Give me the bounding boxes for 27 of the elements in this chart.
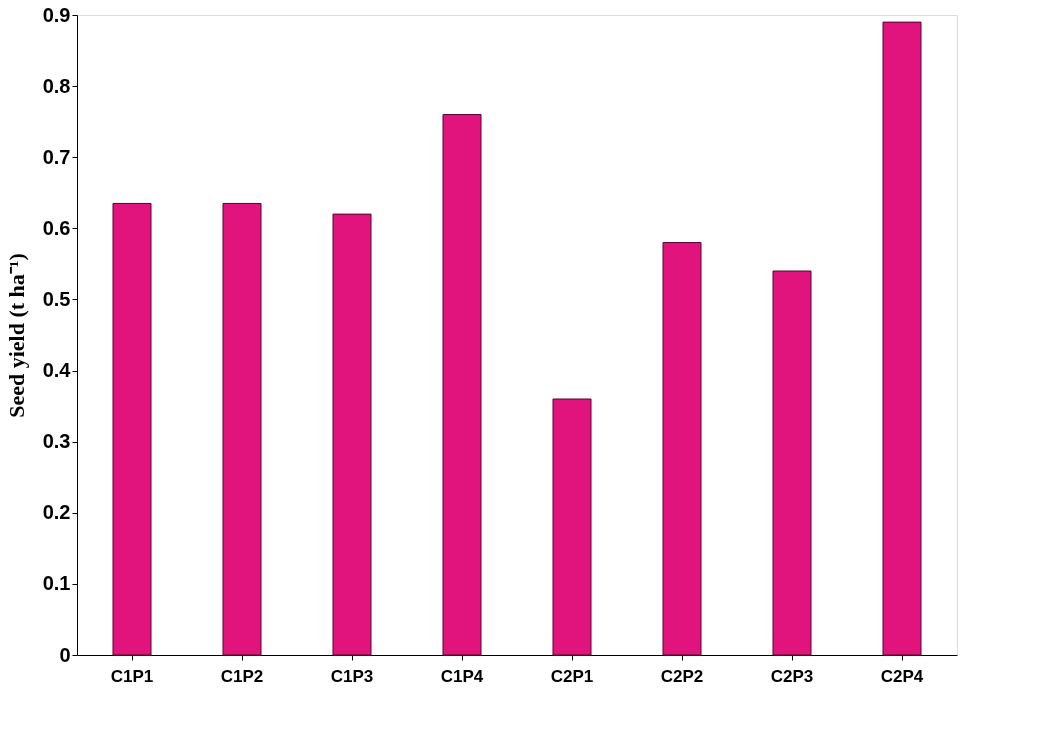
y-tick-label: 0.6 <box>42 216 71 239</box>
x-tick-label: C1P1 <box>110 666 154 686</box>
bar <box>112 202 152 656</box>
x-tick-label: C2P4 <box>880 666 924 686</box>
y-tick-label: 0.5 <box>42 287 71 310</box>
y-tick-label: 0.3 <box>42 430 71 453</box>
x-tick-label: C2P3 <box>770 666 814 686</box>
y-tick-label: 0 <box>59 643 71 666</box>
bar <box>772 270 812 656</box>
bar <box>882 21 922 656</box>
y-axis-title: Seed yield (t ha⁻¹) <box>3 253 29 418</box>
y-tick-label: 0.9 <box>42 3 71 26</box>
x-tick-label: C1P4 <box>440 666 484 686</box>
x-tick-label: C2P2 <box>660 666 704 686</box>
bar <box>332 213 372 656</box>
bar <box>222 202 262 656</box>
x-tick-label: C2P1 <box>550 666 594 686</box>
y-tick-label: 0.1 <box>42 572 71 595</box>
bar <box>442 114 482 656</box>
bar <box>552 398 592 656</box>
y-tick-label: 0.8 <box>42 74 71 97</box>
y-tick-label: 0.2 <box>42 501 71 524</box>
y-tick-label: 0.4 <box>42 359 72 382</box>
bar <box>662 242 702 656</box>
x-tick-label: C1P2 <box>220 666 264 686</box>
x-tick-label: C1P3 <box>330 666 374 686</box>
y-tick-label: 0.7 <box>42 145 71 168</box>
